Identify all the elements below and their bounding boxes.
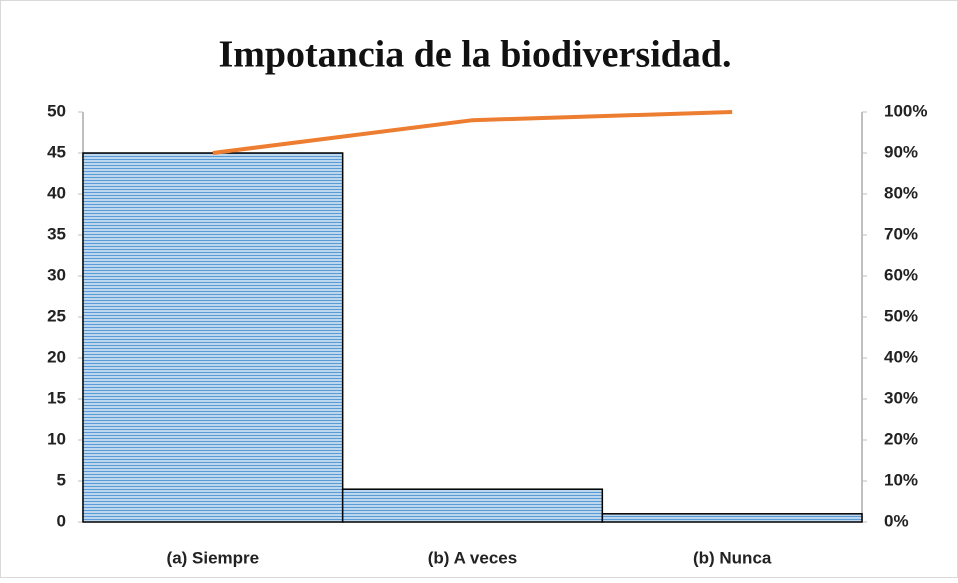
y-tick-label: 45 xyxy=(47,142,66,161)
y-tick-label: 30 xyxy=(47,265,66,284)
y2-tick-label: 30% xyxy=(884,388,918,407)
y-tick-label: 5 xyxy=(57,470,66,489)
bar xyxy=(341,488,604,523)
y-tick-label: 50 xyxy=(47,101,66,120)
y-tick-label: 40 xyxy=(47,183,66,202)
y2-tick-label: 70% xyxy=(884,224,918,243)
y2-tick-label: 40% xyxy=(884,347,918,366)
y2-tick-label: 60% xyxy=(884,265,918,284)
y2-tick-label: 10% xyxy=(884,470,918,489)
y-tick-label: 25 xyxy=(47,306,66,325)
x-tick-label: (b) Nunca xyxy=(693,548,772,567)
bar xyxy=(82,152,344,523)
y-tick-label: 0 xyxy=(57,511,66,530)
x-tick-label: (a) Siempre xyxy=(167,548,260,567)
x-tick-label: (b) A veces xyxy=(428,548,517,567)
cumulative-line xyxy=(212,110,733,155)
bar xyxy=(601,513,863,523)
y2-tick-label: 50% xyxy=(884,306,918,325)
y-tick-label: 15 xyxy=(47,388,66,407)
y2-tick-label: 20% xyxy=(884,429,918,448)
y2-tick-label: 80% xyxy=(884,183,918,202)
y-tick-label: 20 xyxy=(47,347,66,366)
chart-title: Impotancia de la biodiversidad. xyxy=(218,34,731,76)
y2-tick-label: 100% xyxy=(884,101,927,120)
y-tick-label: 10 xyxy=(47,429,66,448)
y-tick-label: 35 xyxy=(47,224,66,243)
y2-tick-label: 0% xyxy=(884,511,909,530)
y2-tick-label: 90% xyxy=(884,142,918,161)
